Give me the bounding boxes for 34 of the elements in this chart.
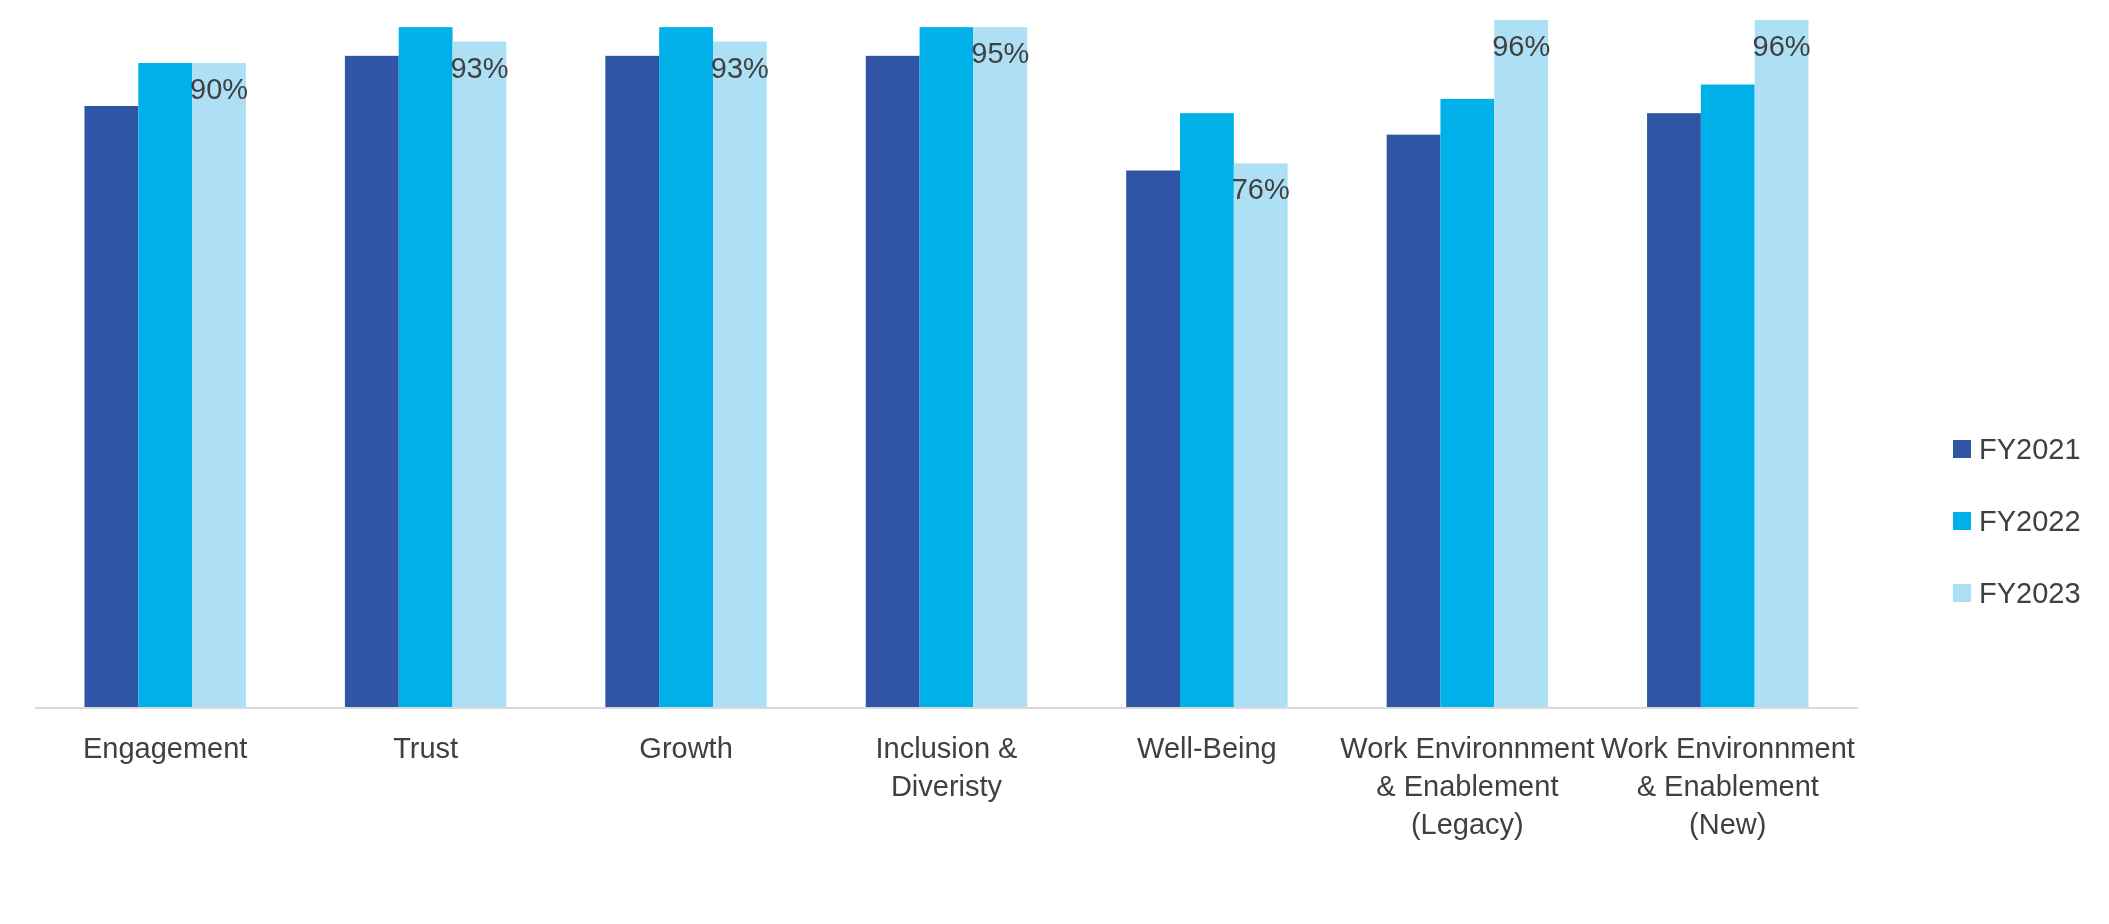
bar — [1386, 134, 1441, 708]
bar — [398, 27, 453, 708]
bar — [1440, 98, 1495, 708]
x-tick-label: Trust — [393, 732, 459, 764]
bar — [1233, 163, 1288, 708]
x-tick-label: Inclusion & Diveristy — [875, 732, 1018, 802]
x-tick-label: Work Environnment & Enablement (Legacy) — [1340, 732, 1595, 840]
data-label: 93% — [450, 51, 509, 84]
x-tick-label: Work Environnment & Enablement (New) — [1600, 732, 1855, 840]
x-tick-label: Growth — [639, 732, 733, 764]
bar — [138, 63, 193, 708]
bar — [1647, 113, 1701, 708]
bar — [1180, 113, 1234, 708]
x-tick-label: Well-Being — [1137, 732, 1277, 764]
legend-label: FY2022 — [1979, 505, 2081, 537]
bar — [192, 63, 246, 708]
bar — [1754, 20, 1809, 708]
bar — [973, 27, 1028, 708]
data-label: 96% — [1752, 30, 1811, 62]
data-label: 96% — [1492, 30, 1551, 62]
bar — [1126, 170, 1181, 708]
bar — [659, 27, 713, 708]
bar — [712, 41, 767, 708]
bar — [452, 41, 507, 708]
legend-label: FY2021 — [1979, 433, 2081, 465]
bar — [1494, 20, 1549, 708]
bar — [84, 106, 139, 708]
bar — [865, 55, 920, 708]
bar — [1700, 84, 1755, 708]
bar — [344, 55, 399, 708]
x-tick-label: Engagement — [82, 732, 248, 764]
legend-label: FY2023 — [1979, 577, 2081, 609]
bar — [605, 55, 660, 708]
bar — [919, 27, 974, 708]
